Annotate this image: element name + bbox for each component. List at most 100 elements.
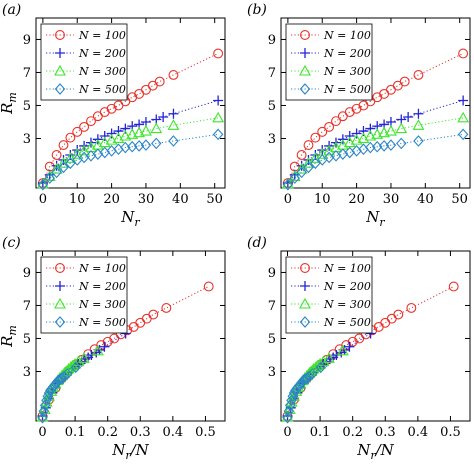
legend-entry-label: N = 300 [323,298,371,311]
legend-entry-label: N = 200 [78,280,126,293]
legend-entry-label: N = 200 [323,47,371,60]
series-line [287,117,464,185]
legend-entry-label: N = 300 [78,298,126,311]
data-point [119,129,132,141]
x-tick-label: 0 [39,192,47,207]
panel-label: (b) [247,2,267,18]
legend-entry-label: N = 300 [78,65,126,78]
x-tick-label: 0.1 [310,425,331,440]
y-tick-label: 3 [268,365,276,380]
data-point [281,410,294,422]
plot-frame [280,17,471,189]
data-point [133,126,146,138]
y-axis-label: Rm [0,325,19,348]
data-point [91,344,104,356]
y-tick-label: 7 [268,66,276,81]
legend-entry-label: N = 100 [78,262,126,275]
x-tick-label: 0.3 [130,425,151,440]
data-point [413,135,424,147]
data-point [307,368,318,380]
data-point [62,368,73,380]
data-point [296,166,307,179]
data-point [324,121,335,132]
legend-marker [55,281,65,291]
data-point [283,403,296,414]
data-point [331,116,341,127]
legend-entry-label: N = 300 [323,65,371,78]
legend-entry-label: N = 500 [78,83,126,96]
data-point [413,69,424,80]
legend-marker [54,297,66,309]
data-point [106,128,117,139]
series-line [42,333,126,417]
data-point [310,132,321,143]
data-point [322,352,335,363]
x-tick-label: 0 [283,425,291,440]
data-point [399,76,410,87]
data-point [158,112,169,123]
legend-marker [299,297,311,309]
data-point [58,140,69,151]
series-line [287,100,464,184]
panel-label: (c) [2,235,21,251]
data-point [344,107,355,118]
data-point [58,370,70,383]
panel-label: (d) [247,235,267,251]
data-point [403,112,414,123]
data-point [378,126,391,138]
data-point [65,157,76,170]
data-point [457,111,470,123]
data-point [51,166,62,179]
x-tick-label: 20 [348,192,365,207]
x-tick-label: 0.1 [65,425,86,440]
legend-marker [54,83,66,95]
data-point [72,126,83,137]
legend-marker [300,30,310,40]
data-point [371,128,384,139]
data-point [140,124,152,136]
x-tick-label: 40 [172,192,189,207]
legend: N = 100 N = 200 N = 300 N = 500 [285,256,373,334]
series-line [42,53,219,184]
data-point [393,309,404,320]
data-point [99,131,110,142]
chart-panel-d: 0 0.1 0.2 0.3 0.4 0.5 3 5 7 9(d) Nr/N N = 100 N = 20… [247,235,471,462]
data-point [350,134,363,145]
legend-entry-label: N = 200 [323,280,371,293]
series-line [42,100,219,184]
data-point [37,411,48,424]
legend-box [40,23,128,101]
data-point [65,132,76,143]
data-point [213,48,224,59]
data-point [99,107,110,118]
x-tick-label: 0.4 [163,425,184,440]
y-tick-label: 5 [268,99,276,114]
x-tick-label: 10 [314,192,331,207]
y-tick-label: 7 [23,299,31,314]
data-point [36,410,49,422]
y-tick-label: 7 [23,66,31,81]
data-point [203,281,214,292]
panel-label: (a) [2,2,21,18]
legend-box [285,23,373,101]
y-tick-label: 3 [23,132,31,147]
data-point [135,317,146,328]
data-point [212,111,225,123]
x-axis-label: Nr [365,208,385,229]
data-point [380,317,391,328]
x-tick-label: 30 [383,192,400,207]
data-point [296,150,307,160]
data-point [351,103,362,114]
data-point [168,135,179,147]
data-point [385,139,397,151]
series-line [287,53,464,184]
data-point [458,95,469,106]
legend-marker [299,64,311,76]
data-point [412,119,425,130]
data-point [148,309,159,320]
x-tick-label: 0.5 [440,425,461,440]
legend-entry-label: N = 500 [323,83,371,96]
legend-entry-label: N = 200 [78,47,126,60]
